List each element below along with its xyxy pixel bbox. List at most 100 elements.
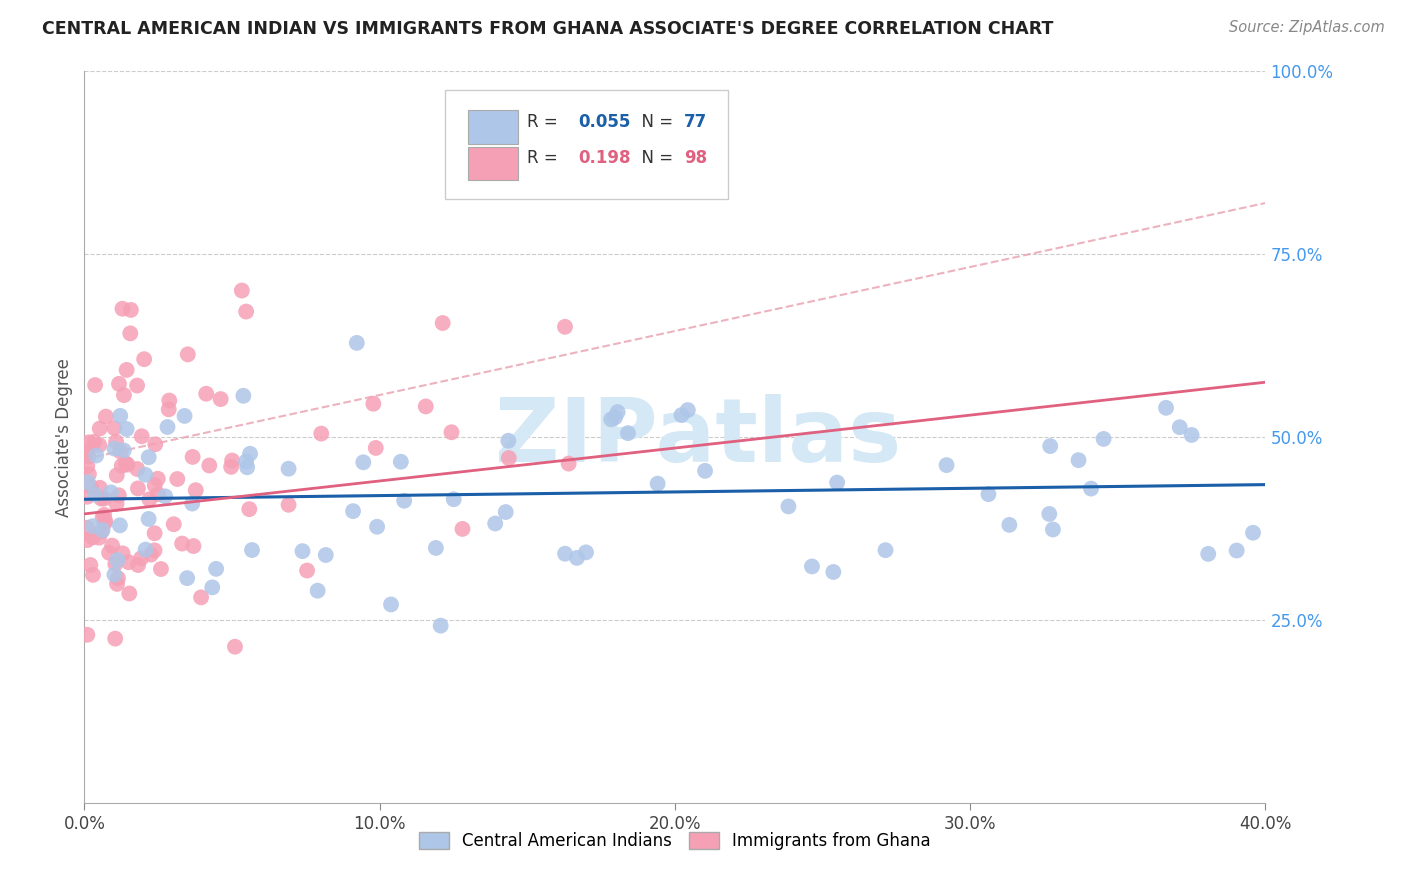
Point: [104, 632, 127, 646]
Point: [415, 400, 437, 414]
Point: [135, 542, 157, 557]
Point: [77, 450, 100, 464]
Point: [195, 386, 218, 401]
Point: [1042, 523, 1064, 537]
Point: [575, 545, 598, 559]
Point: [1092, 432, 1115, 446]
Point: [138, 450, 160, 465]
Point: [87, 531, 110, 545]
FancyBboxPatch shape: [444, 90, 728, 200]
Point: [647, 476, 669, 491]
Point: [157, 402, 180, 417]
Point: [76, 533, 98, 548]
Point: [143, 478, 166, 492]
Point: [235, 304, 257, 318]
Point: [309, 426, 332, 441]
Point: [101, 539, 124, 553]
Point: [149, 562, 172, 576]
Point: [603, 410, 626, 425]
Text: N =: N =: [631, 112, 679, 131]
Point: [153, 489, 176, 503]
Point: [90, 524, 112, 539]
Point: [1241, 525, 1264, 540]
Point: [76, 458, 98, 473]
Point: [291, 544, 314, 558]
Point: [617, 426, 640, 441]
Point: [380, 598, 402, 612]
Point: [104, 557, 127, 571]
Point: [156, 420, 179, 434]
Point: [554, 319, 576, 334]
Point: [440, 425, 463, 440]
Point: [127, 378, 149, 392]
Point: [676, 403, 699, 417]
Point: [1067, 453, 1090, 467]
Point: [94, 514, 117, 528]
Point: [91, 510, 114, 524]
Point: [315, 548, 337, 562]
Text: CENTRAL AMERICAN INDIAN VS IMMIGRANTS FROM GHANA ASSOCIATE'S DEGREE CORRELATION : CENTRAL AMERICAN INDIAN VS IMMIGRANTS FR…: [42, 20, 1053, 37]
Point: [103, 442, 125, 456]
Point: [224, 640, 246, 654]
Point: [127, 482, 149, 496]
Text: 0.055: 0.055: [578, 112, 630, 131]
Point: [107, 571, 129, 585]
Point: [240, 543, 263, 558]
Point: [277, 498, 299, 512]
Point: [1038, 507, 1060, 521]
Point: [166, 472, 188, 486]
Point: [221, 453, 243, 467]
Point: [875, 543, 897, 558]
Point: [108, 488, 131, 502]
Point: [443, 492, 465, 507]
Point: [143, 526, 166, 541]
Point: [498, 434, 520, 448]
Text: 0.198: 0.198: [578, 149, 630, 168]
Point: [342, 504, 364, 518]
Point: [1180, 428, 1202, 442]
Point: [146, 487, 169, 501]
Point: [183, 539, 205, 553]
Point: [84, 487, 107, 501]
Point: [98, 546, 121, 560]
Point: [77, 475, 100, 490]
Point: [1080, 482, 1102, 496]
Point: [103, 421, 125, 435]
Point: [1154, 401, 1177, 415]
Point: [117, 555, 139, 569]
Point: [346, 335, 368, 350]
Legend: Central American Indians, Immigrants from Ghana: Central American Indians, Immigrants fro…: [412, 825, 938, 856]
Point: [484, 516, 506, 531]
Point: [352, 455, 374, 469]
Point: [115, 422, 138, 436]
Point: [238, 502, 260, 516]
Point: [127, 558, 149, 572]
Point: [77, 435, 100, 450]
Point: [139, 548, 162, 562]
Point: [190, 591, 212, 605]
Point: [1226, 543, 1249, 558]
Point: [606, 405, 628, 419]
Point: [600, 412, 623, 426]
Point: [363, 397, 385, 411]
Point: [146, 472, 169, 486]
Point: [235, 454, 257, 468]
Point: [82, 519, 104, 533]
Text: R =: R =: [527, 112, 564, 131]
Point: [693, 464, 716, 478]
Point: [295, 564, 318, 578]
Text: Source: ZipAtlas.com: Source: ZipAtlas.com: [1229, 20, 1385, 35]
Point: [554, 547, 576, 561]
Point: [120, 326, 142, 341]
Point: [110, 444, 132, 458]
Point: [83, 434, 105, 449]
Point: [307, 583, 329, 598]
Point: [495, 505, 517, 519]
Point: [163, 517, 186, 532]
Point: [432, 316, 454, 330]
Point: [110, 409, 132, 423]
Point: [108, 518, 131, 533]
Point: [364, 441, 387, 455]
FancyBboxPatch shape: [468, 110, 517, 144]
Point: [198, 458, 221, 473]
